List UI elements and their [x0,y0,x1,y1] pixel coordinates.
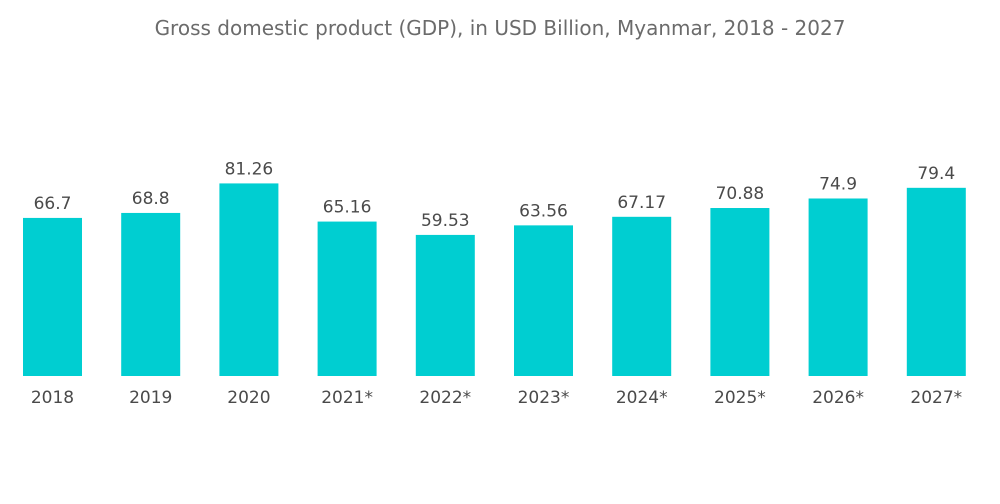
data-label: 67.17 [617,193,666,213]
x-tick-label: 2020 [227,388,270,408]
data-label: 66.7 [34,194,72,214]
data-label: 63.56 [519,201,568,221]
bar-2022 [415,234,475,376]
data-label: 81.26 [225,159,274,179]
bar-2024 [612,216,672,376]
x-tick-label: 2027* [910,388,962,408]
data-label: 65.16 [323,198,372,218]
x-tick-label: 2025* [714,388,766,408]
bar-2025 [710,208,770,376]
x-tick-label: 2019 [129,388,172,408]
x-tick-label: 2026* [812,388,864,408]
chart-title: Gross domestic product (GDP), in USD Bil… [154,16,846,40]
data-label: 79.4 [917,164,955,184]
bar-2019 [121,212,181,376]
bar-2020 [219,183,279,376]
bar-2021 [317,221,377,376]
bar-2018 [23,217,82,376]
bar-2027 [906,187,966,376]
data-label: 59.53 [421,211,470,231]
data-label: 74.9 [819,174,857,194]
data-label: 68.8 [132,189,170,209]
data-label: 70.88 [716,184,765,204]
x-tick-label: 2024* [616,388,668,408]
x-tick-label: 2021* [321,388,373,408]
x-tick-label: 2022* [419,388,471,408]
bar-2023 [514,225,573,376]
bar-2026 [808,198,868,376]
x-tick-label: 2018 [31,388,74,408]
x-tick-label: 2023* [518,388,570,408]
